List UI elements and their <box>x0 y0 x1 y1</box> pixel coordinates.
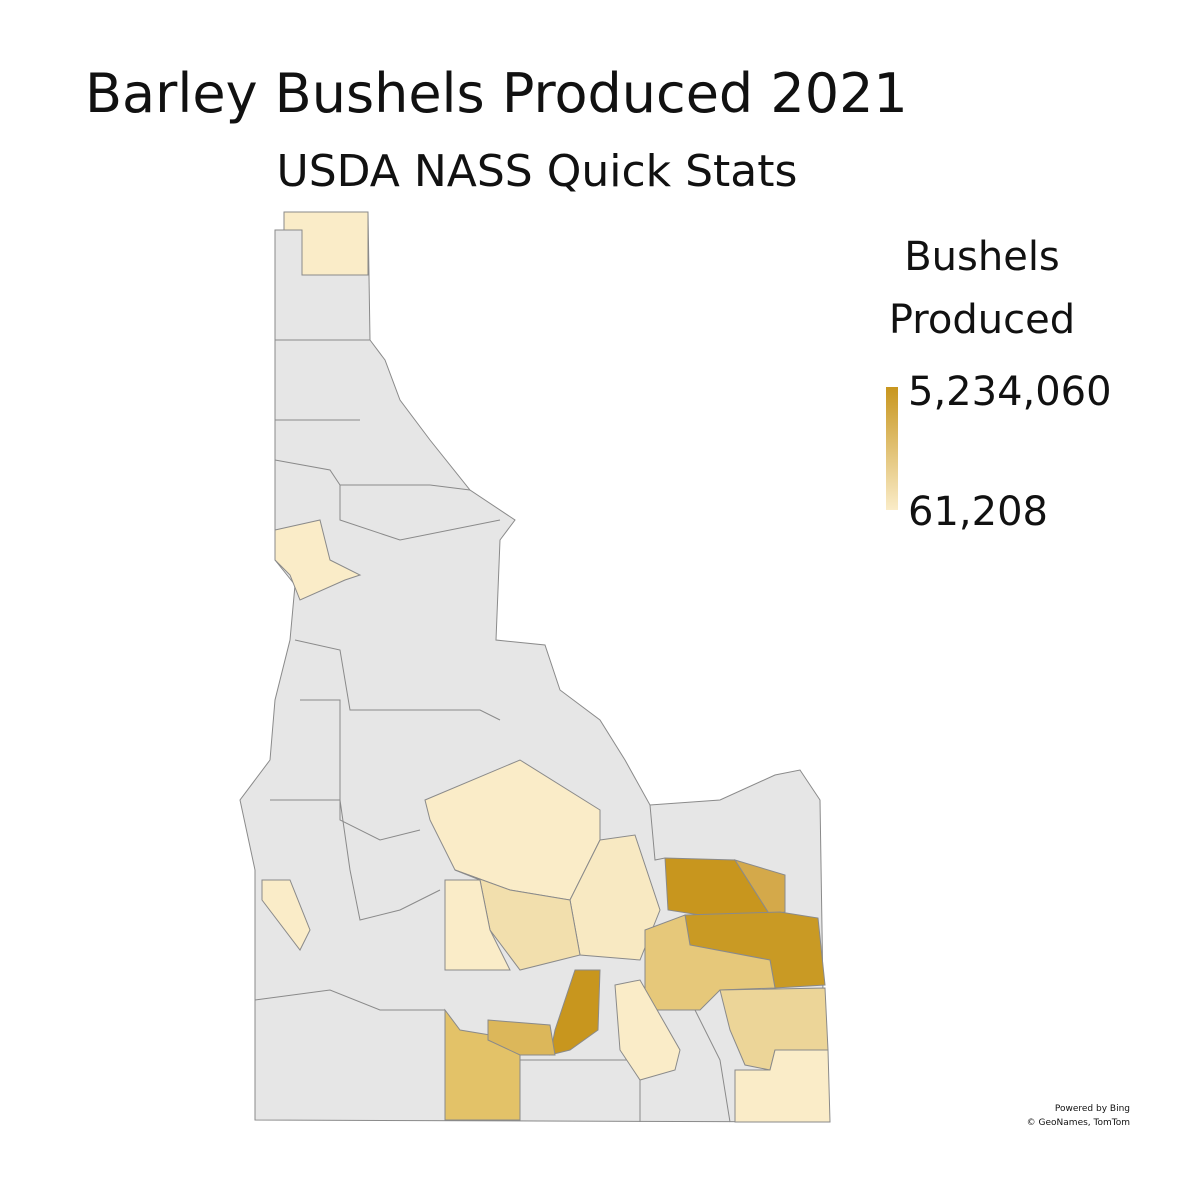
legend-title: Bushels <box>904 234 1060 280</box>
legend-max-label: 5,234,060 <box>908 369 1112 415</box>
subtitle: USDA NASS Quick Stats <box>277 146 798 197</box>
title: Barley Bushels Produced 2021 <box>85 62 908 125</box>
legend-title: Produced <box>889 297 1075 343</box>
state-map <box>239 211 831 1123</box>
attribution: © GeoNames, TomTom <box>1027 1118 1130 1128</box>
legend-gradient <box>886 387 898 510</box>
attribution: Powered by Bing <box>1055 1104 1130 1114</box>
legend-min-label: 61,208 <box>908 489 1048 535</box>
